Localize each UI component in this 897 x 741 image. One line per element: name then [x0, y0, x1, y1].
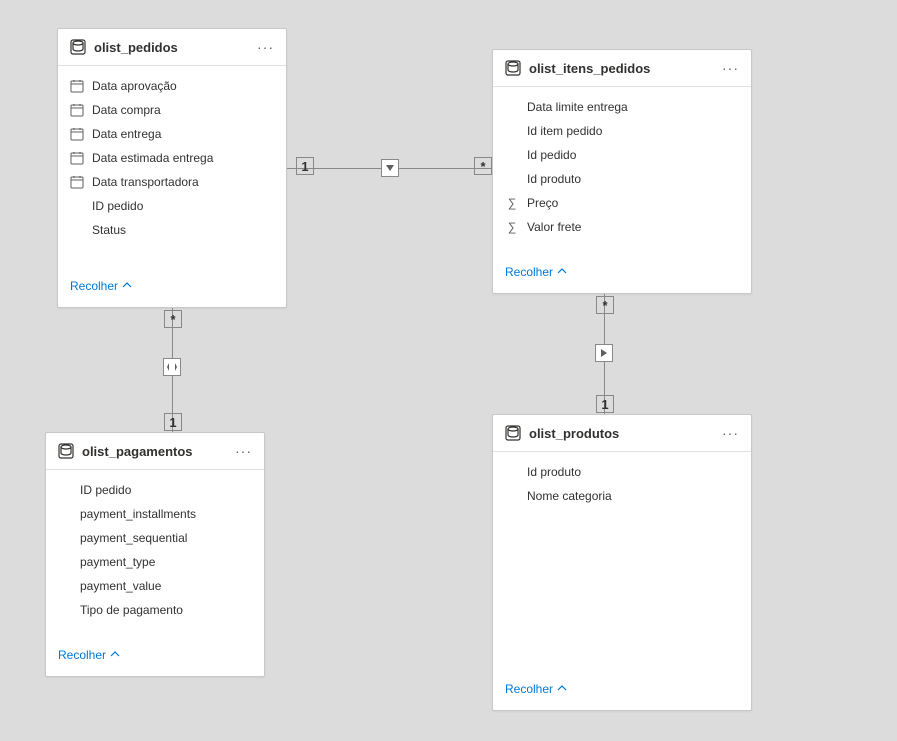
entity-header: olist_itens_pedidos ···: [493, 50, 751, 87]
entity-title: olist_itens_pedidos: [529, 61, 722, 76]
collapse-button[interactable]: Recolher: [505, 265, 567, 279]
entity-footer: Recolher: [493, 253, 751, 293]
entity-pagamentos[interactable]: olist_pagamentos ··· ID pedido payment_i…: [45, 432, 265, 677]
entity-footer: Recolher: [46, 636, 264, 676]
field-row[interactable]: Tipo de pagamento: [58, 598, 252, 622]
field-row[interactable]: Id item pedido: [505, 119, 739, 143]
filter-direction-icon: [381, 159, 399, 177]
entity-pedidos[interactable]: olist_pedidos ··· Data aprovação Data co…: [57, 28, 287, 308]
calendar-icon: [70, 151, 84, 165]
field-label: Data aprovação: [92, 79, 177, 93]
more-options-button[interactable]: ···: [257, 40, 274, 54]
field-row[interactable]: Id produto: [505, 460, 739, 484]
field-row[interactable]: Status: [70, 218, 274, 242]
chevron-up-icon: [110, 648, 120, 662]
field-row[interactable]: Data transportadora: [70, 170, 274, 194]
table-icon: [505, 60, 521, 76]
sigma-icon: ∑: [505, 220, 519, 234]
field-label: Tipo de pagamento: [80, 603, 183, 617]
collapse-button[interactable]: Recolher: [58, 648, 120, 662]
field-label: Nome categoria: [527, 489, 612, 503]
chevron-up-icon: [122, 279, 132, 293]
erd-canvas: 1 * * 1 * 1 olist_pedidos ··· Data aprov…: [0, 0, 897, 741]
field-row[interactable]: Data aprovação: [70, 74, 274, 98]
cardinality-marker: 1: [296, 157, 314, 175]
field-label: Data transportadora: [92, 175, 199, 189]
collapse-button[interactable]: Recolher: [70, 279, 132, 293]
field-label: payment_sequential: [80, 531, 187, 545]
field-label: Data compra: [92, 103, 161, 117]
filter-direction-icon: [595, 344, 613, 362]
field-label: Preço: [527, 196, 558, 210]
field-label: ID pedido: [80, 483, 131, 497]
entity-header: olist_pedidos ···: [58, 29, 286, 66]
field-row[interactable]: Data estimada entrega: [70, 146, 274, 170]
field-label: Data entrega: [92, 127, 161, 141]
sigma-icon: ∑: [505, 196, 519, 210]
field-label: Data limite entrega: [527, 100, 628, 114]
field-label: Id pedido: [527, 148, 576, 162]
field-label: Id produto: [527, 172, 581, 186]
field-label: Id produto: [527, 465, 581, 479]
field-row[interactable]: Nome categoria: [505, 484, 739, 508]
entity-footer: Recolher: [58, 267, 286, 307]
field-row[interactable]: Id produto: [505, 167, 739, 191]
field-label: Status: [92, 223, 126, 237]
more-options-button[interactable]: ···: [235, 444, 252, 458]
entity-produtos[interactable]: olist_produtos ··· Id produto Nome categ…: [492, 414, 752, 711]
more-options-button[interactable]: ···: [722, 61, 739, 75]
entity-title: olist_pedidos: [94, 40, 257, 55]
cardinality-marker: *: [474, 157, 492, 175]
entity-title: olist_produtos: [529, 426, 722, 441]
calendar-icon: [70, 103, 84, 117]
field-row[interactable]: payment_type: [58, 550, 252, 574]
field-label: Id item pedido: [527, 124, 602, 138]
field-row[interactable]: ID pedido: [58, 478, 252, 502]
field-label: Valor frete: [527, 220, 581, 234]
chevron-up-icon: [557, 682, 567, 696]
field-list: ID pedido payment_installments payment_s…: [46, 470, 264, 636]
field-row[interactable]: Data limite entrega: [505, 95, 739, 119]
filter-direction-icon: [163, 358, 181, 376]
field-row[interactable]: ∑ Preço: [505, 191, 739, 215]
cardinality-marker: *: [596, 296, 614, 314]
field-label: payment_value: [80, 579, 161, 593]
chevron-up-icon: [557, 265, 567, 279]
field-label: Data estimada entrega: [92, 151, 213, 165]
field-row[interactable]: payment_value: [58, 574, 252, 598]
field-row[interactable]: Data compra: [70, 98, 274, 122]
field-list: Data aprovação Data compra Data entrega …: [58, 66, 286, 267]
entity-header: olist_produtos ···: [493, 415, 751, 452]
table-icon: [70, 39, 86, 55]
collapse-label: Recolher: [505, 265, 553, 279]
more-options-button[interactable]: ···: [722, 426, 739, 440]
cardinality-marker: 1: [164, 413, 182, 431]
entity-footer: Recolher: [493, 670, 751, 710]
table-icon: [505, 425, 521, 441]
collapse-button[interactable]: Recolher: [505, 682, 567, 696]
calendar-icon: [70, 175, 84, 189]
entity-itens-pedidos[interactable]: olist_itens_pedidos ··· Data limite entr…: [492, 49, 752, 294]
field-list: Id produto Nome categoria: [493, 452, 751, 670]
field-row[interactable]: ∑ Valor frete: [505, 215, 739, 239]
field-label: payment_installments: [80, 507, 196, 521]
table-icon: [58, 443, 74, 459]
entity-header: olist_pagamentos ···: [46, 433, 264, 470]
calendar-icon: [70, 79, 84, 93]
field-row[interactable]: ID pedido: [70, 194, 274, 218]
field-label: ID pedido: [92, 199, 143, 213]
cardinality-marker: *: [164, 310, 182, 328]
collapse-label: Recolher: [58, 648, 106, 662]
entity-title: olist_pagamentos: [82, 444, 235, 459]
calendar-icon: [70, 127, 84, 141]
field-label: payment_type: [80, 555, 155, 569]
cardinality-marker: 1: [596, 395, 614, 413]
field-row[interactable]: Id pedido: [505, 143, 739, 167]
field-row[interactable]: payment_installments: [58, 502, 252, 526]
field-list: Data limite entrega Id item pedido Id pe…: [493, 87, 751, 253]
field-row[interactable]: payment_sequential: [58, 526, 252, 550]
collapse-label: Recolher: [70, 279, 118, 293]
field-row[interactable]: Data entrega: [70, 122, 274, 146]
collapse-label: Recolher: [505, 682, 553, 696]
